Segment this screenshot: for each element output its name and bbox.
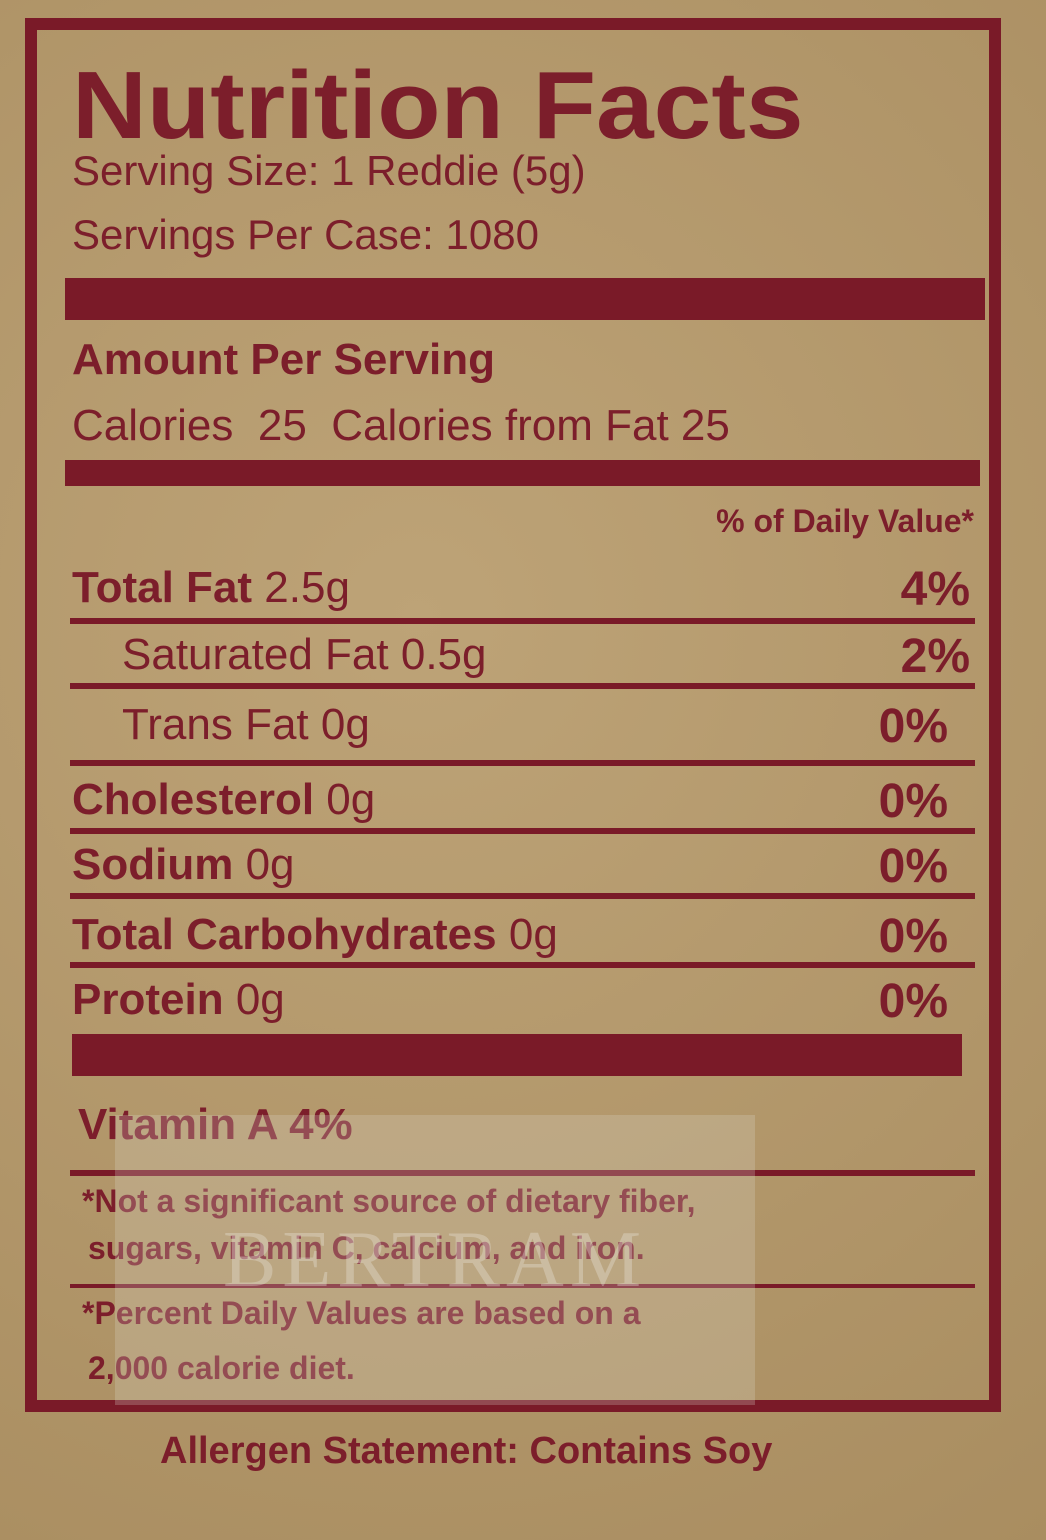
daily-value: 0% [878, 910, 948, 963]
daily-value: 0% [878, 840, 948, 893]
nutrient-amount: 2.5g [264, 563, 350, 612]
calories-line: Calories 25 Calories from Fat 25 [72, 404, 730, 448]
calories-value: 25 [257, 401, 307, 450]
nutrient-name: Sodium [72, 840, 234, 889]
rule [70, 1284, 975, 1288]
servings-per-case: Servings Per Case: 1080 [72, 211, 539, 258]
daily-value: 4% [900, 563, 970, 616]
rule [70, 893, 975, 899]
footnote-line: sugars, vitamin C, calcium, and iron. [88, 1230, 645, 1266]
calories-label: Calories [72, 401, 234, 450]
rule [70, 618, 975, 624]
rule [70, 828, 975, 834]
nutrient-amount: 0g [235, 975, 285, 1024]
medium-bar [65, 460, 980, 486]
nutrient-row: Sodium 0g [72, 843, 295, 887]
title: Nutrition Facts [72, 52, 804, 159]
watermark: BERTRAM [115, 1115, 755, 1405]
vitamin: Vitamin A 4% [78, 1100, 353, 1149]
daily-value: 0% [878, 775, 948, 828]
nutrient-name: Protein [72, 975, 224, 1024]
rule [70, 683, 975, 689]
nutrient-amount: 0.5g [400, 630, 487, 679]
nutrient-amount: 0g [245, 840, 295, 889]
daily-value: 2% [900, 630, 970, 683]
allergen: Allergen Statement: Contains Soy [160, 1430, 773, 1472]
rule [70, 760, 975, 766]
nutrient-row: Cholesterol 0g [72, 778, 375, 822]
calories-fat-label: Calories from Fat [331, 401, 669, 450]
amount-per-serving: Amount Per Serving [72, 335, 495, 384]
nutrient-name: Cholesterol [72, 775, 315, 824]
nutrient-row: Total Fat 2.5g [72, 566, 350, 610]
serving-size: Serving Size: 1 Reddie (5g) [72, 147, 586, 194]
nutrient-name: Saturated Fat [122, 630, 389, 679]
nutrient-row: Saturated Fat 0.5g [122, 633, 486, 677]
rule [70, 962, 975, 968]
footnote-line: *Percent Daily Values are based on a [82, 1295, 641, 1331]
nutrient-name: Trans Fat [122, 700, 309, 749]
nutrient-row: Trans Fat 0g [122, 703, 370, 747]
dv-header: % of Daily Value* [716, 503, 974, 539]
footnote-line: 2,000 calorie diet. [88, 1350, 355, 1386]
label-border [25, 18, 1001, 1412]
footnote-line: *Not a significant source of dietary fib… [82, 1183, 696, 1219]
nutrient-amount: 0g [508, 910, 558, 959]
nutrient-amount: 0g [326, 775, 376, 824]
rule [70, 1170, 975, 1176]
thick-bar [72, 1034, 962, 1076]
nutrient-row: Total Carbohydrates 0g [72, 913, 558, 957]
nutrient-name: Total Carbohydrates [72, 910, 497, 959]
daily-value: 0% [878, 975, 948, 1028]
daily-value: 0% [878, 700, 948, 753]
thick-bar [65, 278, 985, 320]
nutrient-row: Protein 0g [72, 978, 285, 1022]
calories-fat-value: 25 [680, 401, 730, 450]
nutrient-name: Total Fat [72, 563, 253, 612]
nutrient-amount: 0g [320, 700, 370, 749]
